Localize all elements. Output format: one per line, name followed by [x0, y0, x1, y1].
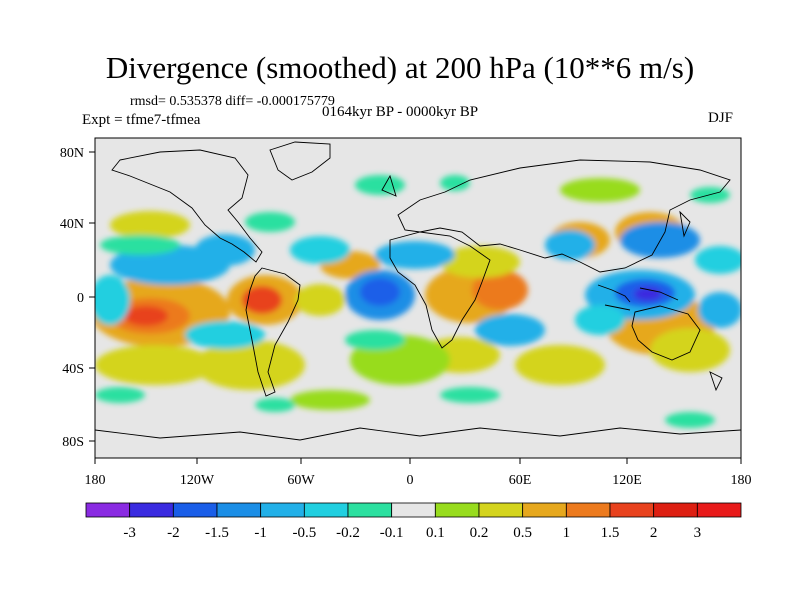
colorbar-swatch: [696, 502, 742, 518]
colorbar-swatch: [172, 502, 218, 518]
colorbar-swatch: [565, 502, 611, 518]
stats-text: rmsd= 0.535378 diff= -0.000175779: [130, 94, 335, 109]
map-frame: [94, 137, 742, 459]
colorbar-label: 0.2: [470, 525, 489, 541]
colorbar-swatch: [260, 502, 305, 518]
chart-title: Divergence (smoothed) at 200 hPa (10**6 …: [105, 50, 695, 85]
colorbar-label: 3: [694, 525, 702, 541]
lon-tick-label: 60E: [509, 473, 532, 488]
colorbar-swatch: [303, 502, 349, 518]
lon-axis: 180 120W 60W 0 60E 120E 180: [85, 458, 752, 488]
colorbar-swatch: [653, 502, 698, 518]
colorbar-swatch: [522, 502, 567, 518]
lat-tick-label: 40S: [62, 362, 84, 377]
colorbar-label: -0.1: [380, 525, 404, 541]
colorbar-label: 0.1: [426, 525, 445, 541]
divergence-field: [95, 175, 741, 428]
experiment-label: Expt = tfme7-tfmea: [82, 112, 201, 128]
colorbar-swatch: [216, 502, 262, 518]
lon-tick-label: 0: [407, 473, 414, 488]
colorbar-label: -2: [167, 525, 180, 541]
colorbar-label: -0.2: [336, 525, 360, 541]
lon-tick-label: 120E: [612, 473, 642, 488]
colorbar: -3 -2 -1.5 -1 -0.5 -0.2 -0.1 0.1 0.2 0.5 1 1.5 2 3: [85, 502, 742, 541]
colorbar-label: 2: [650, 525, 658, 541]
colorbar-label: -1: [254, 525, 267, 541]
colorbar-label: 0.5: [513, 525, 532, 541]
lat-tick-label: 80S: [62, 435, 84, 450]
colorbar-swatch: [609, 502, 655, 518]
lon-tick-label: 180: [85, 473, 106, 488]
lat-tick-label: 0: [77, 291, 84, 306]
lon-tick-label: 60W: [287, 473, 315, 488]
colorbar-swatch: [391, 502, 436, 518]
colorbar-swatch: [347, 502, 393, 518]
lat-tick-label: 80N: [60, 146, 84, 161]
coastlines: [95, 141, 741, 441]
season-label: DJF: [708, 110, 734, 126]
lat-tick-label: 40N: [60, 217, 84, 232]
colorbar-swatch: [129, 502, 174, 518]
lat-axis: 80N 40N 0 40S 80S: [60, 146, 95, 450]
colorbar-label: 1.5: [601, 525, 620, 541]
lon-tick-label: 120W: [180, 473, 215, 488]
colorbar-label: -3: [123, 525, 136, 541]
map-panel: [95, 138, 741, 458]
colorbar-swatch: [85, 502, 131, 518]
colorbar-label: -1.5: [205, 525, 229, 541]
colorbar-swatch: [478, 502, 524, 518]
colorbar-swatch: [434, 502, 480, 518]
colorbar-label: -0.5: [292, 525, 316, 541]
colorbar-label: 1: [563, 525, 571, 541]
lon-tick-label: 180: [731, 473, 752, 488]
period-label: 0164kyr BP - 0000kyr BP: [322, 104, 479, 120]
